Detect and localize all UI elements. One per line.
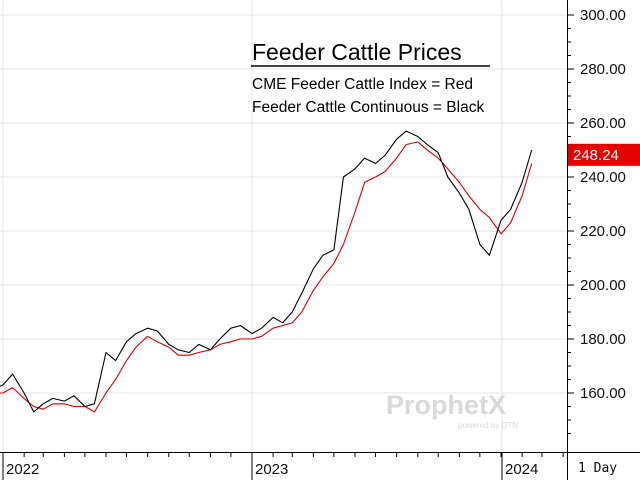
last-value-label: 248.24	[573, 147, 619, 164]
grid	[0, 0, 567, 452]
series-line-black	[0, 130, 533, 413]
x-tick-label-2023: 2023	[255, 461, 288, 478]
watermark-tagline: powered by DTN	[458, 421, 518, 430]
y-tick-label: 180.00	[580, 331, 626, 348]
chart-title: Feeder Cattle Prices	[252, 39, 462, 65]
y-tick-label: 220.00	[580, 223, 626, 240]
y-tick-label: 300.00	[580, 7, 626, 24]
watermark: ProphetX powered by DTN	[386, 390, 518, 430]
x-tick-label-2022: 2022	[6, 461, 39, 478]
period-selector[interactable]: 1 Day	[578, 461, 617, 476]
y-tick-label: 200.00	[580, 277, 626, 294]
y-tick-label: 280.00	[580, 61, 626, 78]
x-axis-ticks: 2022 2023 2024	[2, 452, 564, 480]
legend-black-annotation: Feeder Cattle Continuous = Black	[252, 99, 484, 116]
last-value-badge: 248.24	[568, 143, 640, 166]
series-layer	[0, 130, 533, 413]
y-tick-label: 160.00	[580, 385, 626, 402]
x-tick-label-2024: 2024	[505, 461, 538, 478]
y-tick-label: 260.00	[580, 115, 626, 132]
legend-red-annotation: CME Feeder Cattle Index = Red	[252, 76, 473, 93]
y-axis-ticks: 160.00 180.00 200.00 220.00 240.00 260.00 280.…	[567, 7, 626, 434]
last-value-badge-bg	[568, 143, 640, 166]
series-line-red	[0, 141, 533, 413]
watermark-brand: ProphetX	[386, 390, 506, 420]
y-tick-label: 240.00	[580, 169, 626, 186]
